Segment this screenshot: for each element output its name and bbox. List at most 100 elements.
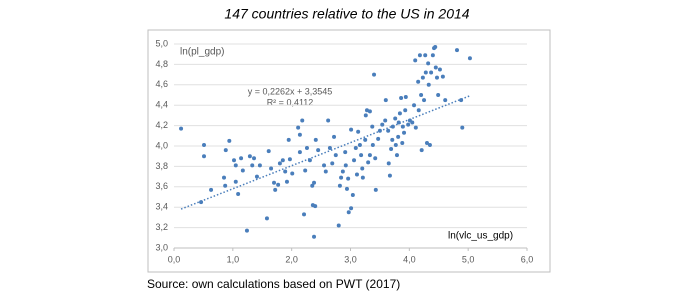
data-point (356, 129, 361, 134)
data-point (402, 130, 407, 135)
data-point (422, 98, 427, 103)
data-point (232, 158, 237, 163)
y-tick-label: 4,8 (155, 59, 168, 69)
data-point (227, 138, 232, 143)
trend-line (180, 95, 471, 210)
data-point (383, 98, 388, 103)
data-point (443, 98, 448, 103)
data-point (436, 93, 441, 97)
data-point (209, 187, 214, 192)
data-point (252, 156, 257, 161)
y-tick-label: 3,8 (155, 161, 168, 171)
data-point (340, 169, 345, 174)
data-point (344, 186, 349, 191)
data-point (399, 96, 404, 101)
data-point (370, 124, 375, 129)
source-note: Source: own calculations based on PWT (2… (147, 277, 400, 291)
data-point (250, 163, 255, 168)
data-point (383, 118, 388, 123)
data-point (222, 175, 227, 180)
data-point (390, 137, 395, 142)
y-tick-label: 4,4 (155, 100, 168, 110)
data-point (312, 234, 317, 239)
data-point (403, 108, 408, 113)
data-point (290, 171, 295, 176)
data-point (420, 75, 425, 80)
data-point (336, 223, 341, 228)
data-point (287, 157, 292, 162)
data-point (454, 48, 459, 53)
data-point (223, 148, 228, 153)
data-point (352, 158, 357, 163)
data-point (276, 182, 281, 187)
data-point (386, 128, 391, 133)
data-point (459, 98, 464, 103)
data-point (430, 53, 435, 58)
data-point (386, 161, 391, 166)
data-point (467, 56, 472, 61)
data-point (396, 134, 401, 139)
data-point (349, 127, 354, 132)
x-tick-label: 6,0 (521, 254, 534, 264)
data-point (322, 163, 327, 168)
data-point (266, 149, 271, 154)
data-point (372, 72, 377, 77)
data-point (367, 109, 372, 114)
data-point (427, 142, 432, 147)
data-point (264, 216, 269, 221)
data-point (313, 204, 318, 209)
y-tick-label: 3,0 (155, 242, 168, 252)
data-point (304, 146, 309, 151)
data-point (333, 153, 338, 158)
data-point (233, 163, 238, 168)
data-point (419, 148, 424, 153)
y-tick-label: 3,2 (155, 222, 168, 232)
data-point (202, 154, 207, 159)
data-point (236, 191, 241, 196)
chart-border (147, 29, 551, 273)
data-point (389, 147, 394, 152)
y-tick-label: 3,4 (155, 202, 168, 212)
data-point (406, 122, 411, 127)
data-point (297, 150, 302, 155)
data-point (429, 70, 434, 75)
data-point (426, 82, 431, 87)
data-point (413, 58, 418, 63)
data-point (254, 174, 259, 179)
data-point (373, 187, 378, 192)
data-point (286, 137, 291, 142)
data-point (460, 125, 465, 130)
data-point (303, 168, 308, 173)
data-point (310, 183, 315, 188)
data-point (413, 125, 418, 130)
data-point (397, 111, 402, 116)
data-point (223, 183, 228, 188)
data-point (240, 168, 245, 173)
data-point (357, 142, 362, 147)
data-point (400, 140, 405, 145)
x-tick-label: 0,0 (168, 254, 181, 264)
data-point (360, 166, 365, 171)
data-point (277, 161, 282, 166)
y-axis-label: ln(pl_gdp) (180, 47, 224, 58)
data-point (390, 124, 395, 129)
data-point (433, 65, 438, 70)
data-point (346, 210, 351, 215)
data-point (370, 142, 375, 147)
r-squared: R² = 0,4112 (267, 97, 314, 107)
data-point (283, 169, 288, 174)
data-point (346, 176, 351, 181)
data-point (393, 142, 398, 147)
data-point (296, 125, 301, 130)
y-tick-label: 3,6 (155, 181, 168, 191)
data-point (297, 132, 302, 137)
x-tick-label: 2,0 (285, 254, 298, 264)
data-point (284, 179, 289, 184)
data-point (440, 74, 445, 79)
data-point (302, 212, 307, 217)
data-point (316, 148, 321, 153)
data-point (377, 128, 382, 133)
chart-title: 147 countries relative to the US in 2014 (224, 6, 469, 22)
data-point (273, 187, 278, 192)
